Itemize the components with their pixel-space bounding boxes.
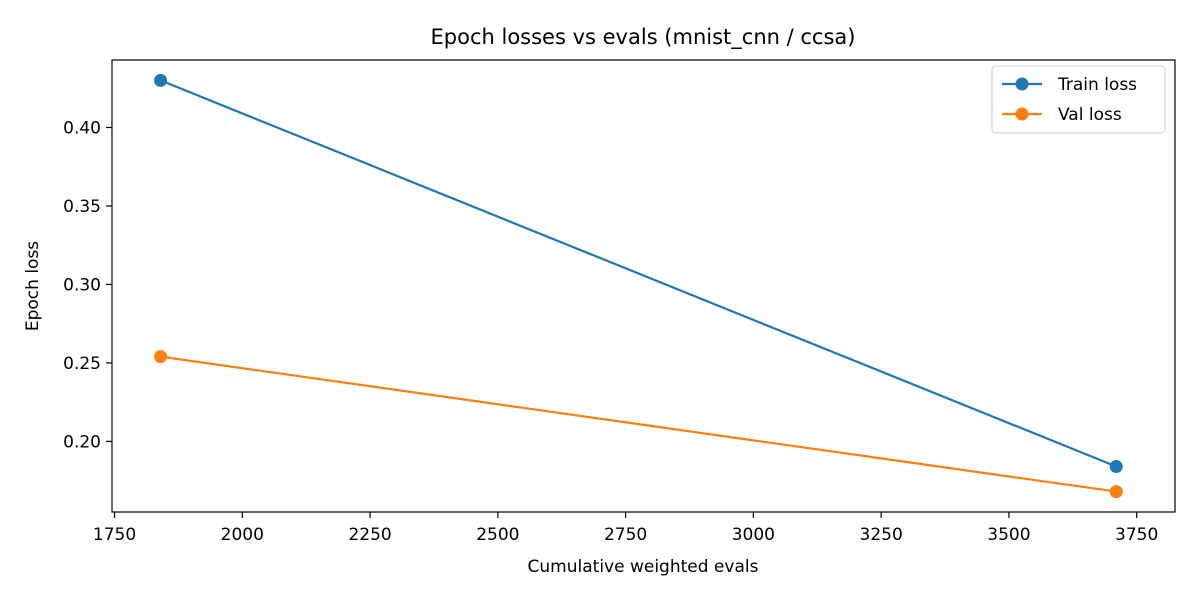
x-tick-label: 3500: [987, 525, 1030, 545]
data-point-val: [1109, 485, 1123, 499]
y-tick-label: 0.25: [63, 354, 101, 374]
axes-frame: [111, 59, 1176, 513]
x-tick-label: 1750: [93, 525, 136, 545]
y-tick-label: 0.30: [63, 275, 101, 295]
chart-title: Epoch losses vs evals (mnist_cnn / ccsa): [431, 25, 856, 50]
x-tick-label: 2250: [348, 525, 391, 545]
legend: Train loss Val loss: [991, 65, 1166, 134]
y-axis: 0.20 0.25 0.30 0.35 0.40: [63, 118, 112, 452]
series-line-train: [160, 79, 1117, 468]
data-point-val: [154, 350, 168, 364]
legend-marker-val: [1015, 107, 1029, 121]
x-tick-label: 3250: [860, 525, 903, 545]
legend-entry-train: Train loss: [1002, 75, 1137, 95]
plot-area: [154, 73, 1123, 499]
legend-box: [991, 65, 1166, 134]
legend-label-val: Val loss: [1058, 105, 1122, 125]
x-tick-label: 2750: [604, 525, 647, 545]
y-tick-label: 0.35: [63, 197, 101, 217]
x-tick-label: 2000: [221, 525, 264, 545]
x-tick-label: 3750: [1115, 525, 1158, 545]
legend-label-train: Train loss: [1057, 75, 1137, 95]
y-tick-label: 0.20: [63, 432, 101, 452]
legend-marker-train: [1015, 77, 1029, 91]
x-tick-label: 2500: [476, 525, 519, 545]
data-point-train: [154, 73, 168, 87]
legend-entry-val: Val loss: [1002, 105, 1122, 125]
y-axis-title: Epoch loss: [23, 241, 43, 331]
series-line-val: [160, 355, 1117, 493]
x-axis-title: Cumulative weighted evals: [528, 557, 759, 577]
data-point-train: [1109, 459, 1123, 473]
x-axis: 1750 2000 2250 2500 2750 3000 3250 3500 3750: [93, 512, 1158, 545]
x-tick-label: 3000: [732, 525, 775, 545]
y-tick-label: 0.40: [63, 118, 101, 138]
